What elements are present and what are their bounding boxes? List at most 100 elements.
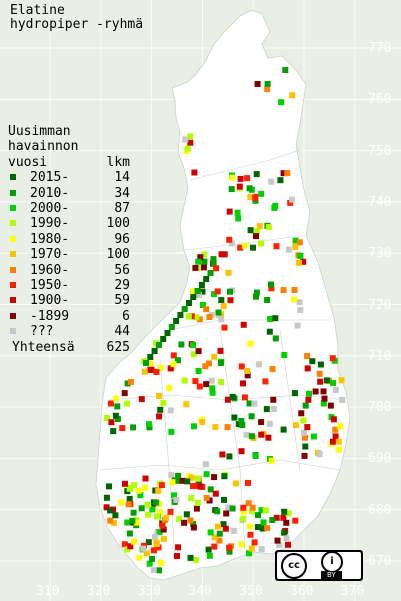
record-marker (126, 530, 133, 537)
legend-swatch (10, 297, 16, 304)
record-marker (203, 276, 210, 282)
record-marker (259, 525, 266, 532)
record-marker (126, 485, 133, 492)
record-marker (330, 438, 336, 445)
legend-count: 44 (114, 324, 130, 340)
record-marker (173, 496, 180, 503)
record-marker (269, 517, 276, 523)
record-marker (330, 380, 337, 386)
record-marker (166, 385, 173, 391)
record-marker (160, 526, 167, 533)
record-marker (296, 239, 303, 246)
record-marker (193, 482, 200, 489)
record-marker (249, 504, 256, 511)
record-marker (145, 511, 152, 518)
record-marker (247, 194, 254, 201)
record-marker (196, 383, 203, 390)
record-marker (173, 318, 180, 324)
legend-count: 6 (122, 308, 130, 324)
record-marker (176, 515, 183, 522)
record-marker (190, 294, 197, 300)
record-marker (214, 508, 221, 515)
x-axis-tick: 320 (86, 584, 111, 599)
record-marker (268, 281, 274, 288)
record-marker (297, 307, 304, 313)
record-marker (184, 478, 191, 485)
record-marker (217, 347, 224, 354)
license-badge[interactable]: cc i BY (275, 550, 363, 581)
record-marker (237, 244, 244, 251)
record-marker (182, 136, 189, 143)
record-marker (226, 544, 233, 551)
record-marker (233, 480, 240, 487)
record-marker (212, 424, 219, 431)
record-marker (316, 451, 323, 458)
record-marker (321, 395, 328, 402)
record-marker (237, 175, 244, 182)
record-marker (211, 534, 218, 541)
record-marker (273, 243, 280, 250)
record-marker (266, 420, 273, 427)
record-marker (296, 299, 303, 306)
record-marker (210, 260, 217, 267)
record-marker (229, 393, 236, 400)
record-marker (131, 538, 138, 545)
record-marker (149, 555, 155, 562)
record-marker (221, 251, 228, 258)
record-marker (195, 348, 202, 355)
legend-swatch (10, 174, 16, 181)
record-marker (174, 553, 180, 559)
record-marker (222, 525, 229, 532)
legend-count: 29 (114, 277, 130, 293)
record-marker (157, 559, 164, 566)
record-marker (114, 403, 121, 410)
record-marker (171, 492, 177, 499)
legend-swatch (10, 235, 16, 242)
record-marker (306, 390, 312, 397)
record-marker (294, 322, 301, 329)
record-marker (209, 389, 216, 396)
record-marker (143, 360, 149, 366)
legend-row: ??? 44 (8, 324, 130, 339)
record-marker (310, 433, 317, 440)
record-marker (226, 548, 233, 555)
record-marker (248, 433, 255, 440)
record-marker (121, 541, 128, 548)
record-marker (170, 352, 177, 359)
legend-row: 1900- 59 (8, 293, 130, 308)
record-marker (291, 296, 297, 303)
record-marker (124, 380, 131, 387)
record-marker (248, 413, 255, 420)
legend-count: 59 (114, 293, 130, 309)
record-marker (181, 306, 188, 312)
record-marker (191, 169, 198, 176)
record-marker (170, 361, 177, 368)
record-marker (238, 418, 245, 424)
record-marker (154, 513, 161, 520)
record-marker (103, 504, 110, 511)
record-marker (277, 177, 284, 184)
record-marker (186, 300, 192, 306)
record-marker (235, 215, 242, 222)
record-marker (188, 474, 195, 481)
legend-col-year: vuosi (8, 154, 48, 170)
record-marker (217, 360, 224, 366)
record-marker (258, 190, 265, 197)
record-marker (207, 486, 214, 493)
record-marker (254, 524, 261, 531)
record-marker (289, 92, 296, 99)
record-marker (137, 492, 144, 499)
record-marker (149, 506, 156, 513)
record-marker (129, 517, 136, 524)
record-marker (230, 527, 237, 534)
record-marker (199, 288, 206, 295)
record-marker (211, 543, 218, 550)
record-marker (216, 530, 223, 537)
legend-total-row: Yhteensä 625 (8, 340, 130, 355)
record-marker (235, 421, 242, 428)
record-marker (221, 473, 228, 480)
record-marker (250, 244, 256, 251)
x-axis-tick: 310 (36, 584, 60, 599)
record-marker (156, 413, 163, 420)
